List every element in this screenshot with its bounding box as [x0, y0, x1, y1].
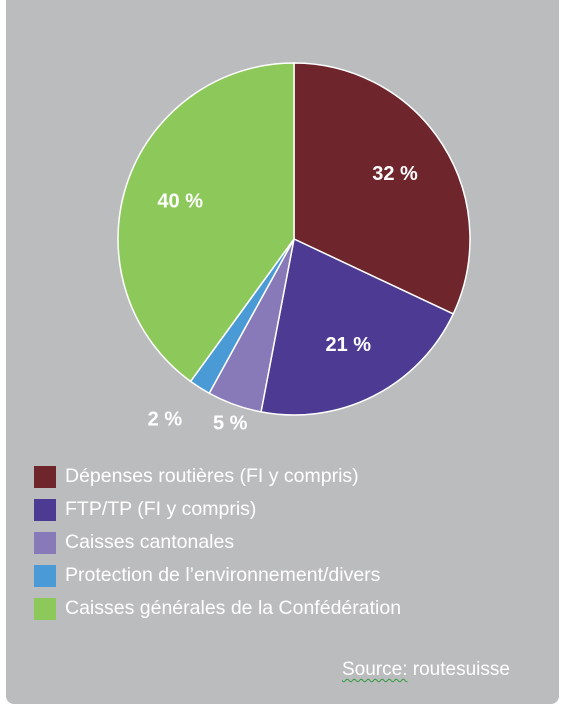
pie-slice-depenses-routieres	[293, 62, 471, 315]
legend-swatch-protection-environnement	[34, 564, 56, 587]
legend-swatch-ftp-tp	[34, 498, 56, 521]
legend-swatch-depenses-routieres	[34, 465, 56, 488]
pie-label-caisses-cantonales: 5 %	[213, 412, 248, 434]
legend-item-caisses-generales: Caisses générales de la Confédération	[34, 592, 401, 625]
legend-label-depenses-routieres: Dépenses routières (FI y compris)	[65, 465, 359, 487]
legend-label-caisses-cantonales: Caisses cantonales	[65, 531, 235, 553]
legend-swatch-caisses-cantonales	[34, 531, 56, 554]
legend-item-caisses-cantonales: Caisses cantonales	[34, 526, 401, 559]
source-name: routesuisse	[407, 659, 510, 680]
source-prefix: Source:	[342, 659, 408, 680]
pie-slice-caisses-generales	[117, 62, 295, 383]
legend-item-ftp-tp: FTP/TP (FI y compris)	[34, 493, 401, 526]
legend-item-protection-environnement: Protection de l’environnement/divers	[34, 559, 401, 592]
legend-label-caisses-generales: Caisses générales de la Confédération	[65, 597, 402, 619]
pie-label-caisses-generales: 40 %	[157, 190, 203, 212]
pie-label-protection-environnement: 2 %	[148, 409, 183, 431]
pie-label-ftp-tp: 21 %	[326, 334, 372, 356]
pie-label-depenses-routieres: 32 %	[372, 163, 418, 185]
legend-label-protection-environnement: Protection de l’environnement/divers	[65, 564, 381, 586]
legend-swatch-caisses-generales	[34, 597, 56, 620]
legend-label-ftp-tp: FTP/TP (FI y compris)	[65, 498, 257, 520]
legend: Dépenses routières (FI y compris) FTP/TP…	[34, 460, 401, 625]
pie-slice-ftp-tp	[260, 238, 454, 416]
pie-chart: 32 % 21 % 5 % 2 % 40 %	[117, 62, 471, 434]
legend-item-depenses-routieres: Dépenses routières (FI y compris)	[34, 460, 401, 493]
source-note: Source: routesuisse	[342, 659, 510, 681]
